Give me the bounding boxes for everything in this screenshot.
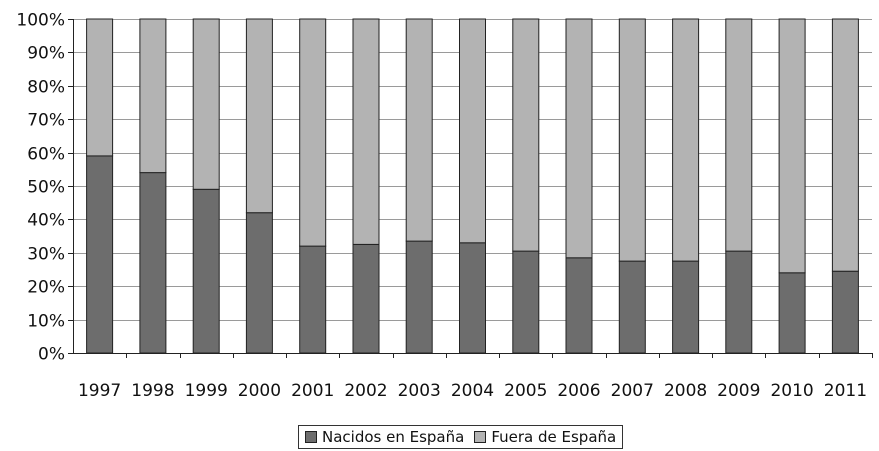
bar-nacidos <box>672 260 700 354</box>
y-tick-label: 0% <box>38 345 65 365</box>
bar-nacidos <box>778 272 806 354</box>
y-tick-label: 60% <box>27 145 65 165</box>
x-tick-label: 2003 <box>398 381 441 401</box>
bar-nacidos <box>565 257 593 354</box>
y-tick-label: 50% <box>27 178 65 198</box>
bar-fuera <box>192 18 220 190</box>
bar-nacidos <box>618 260 646 354</box>
x-tick-label: 1998 <box>131 381 174 401</box>
y-tick-label: 100% <box>16 11 65 31</box>
bar-nacidos <box>192 188 220 354</box>
bar-fuera <box>405 18 433 242</box>
bar-nacidos <box>245 212 273 354</box>
bar-nacidos <box>139 172 167 354</box>
legend-item-nacidos: Nacidos en España <box>305 428 464 446</box>
x-tick-label: 2000 <box>238 381 281 401</box>
x-tick-label: 2008 <box>664 381 707 401</box>
legend-label-fuera: Fuera de España <box>491 428 617 446</box>
bar-fuera <box>299 18 327 247</box>
bar-fuera <box>672 18 700 262</box>
x-tick-label: 1997 <box>78 381 121 401</box>
y-tick-label: 70% <box>27 111 65 131</box>
bar-fuera <box>831 18 859 272</box>
bar-nacidos <box>405 240 433 354</box>
y-tick-label: 30% <box>27 245 65 265</box>
bar-fuera <box>618 18 646 262</box>
bar-fuera <box>245 18 273 214</box>
bar-fuera <box>565 18 593 259</box>
legend: Nacidos en España Fuera de España <box>298 425 624 449</box>
bar-fuera <box>778 18 806 274</box>
y-tick-label: 80% <box>27 78 65 98</box>
bar-nacidos <box>725 250 753 354</box>
y-tick-label: 90% <box>27 44 65 64</box>
bar-nacidos <box>512 250 540 354</box>
y-tick-label: 40% <box>27 211 65 231</box>
bar-fuera <box>459 18 486 244</box>
legend-swatch-nacidos <box>305 431 317 443</box>
stacked-bar-chart: 0%10%20%30%40%50%60%70%80%90%100% 1997 19… <box>16 11 873 401</box>
x-tick-label: 2011 <box>824 381 867 401</box>
bar-fuera <box>86 18 114 157</box>
x-tick-label: 2009 <box>717 381 760 401</box>
x-tick-label: 2002 <box>344 381 387 401</box>
x-tick-label: 1999 <box>185 381 228 401</box>
legend-swatch-fuera <box>474 431 487 443</box>
bar-fuera <box>512 18 540 252</box>
axes <box>68 19 873 358</box>
x-tick-label: 2005 <box>504 381 547 401</box>
bar-nacidos <box>831 270 859 354</box>
y-tick-label: 20% <box>27 278 65 298</box>
y-tick-labels: 0% 10% 20% 30% 40% 50% 60% 70% 80% 90% 100% <box>16 11 65 365</box>
bar-nacidos <box>352 243 380 354</box>
bar-nacidos <box>86 155 114 354</box>
x-tick-label: 2006 <box>557 381 600 401</box>
legend-label-nacidos: Nacidos en España <box>322 428 465 446</box>
bar-fuera <box>352 18 380 245</box>
bar-nacidos <box>299 245 327 354</box>
legend-item-fuera: Fuera de España <box>474 428 616 446</box>
x-tick-label: 2001 <box>291 381 334 401</box>
x-tick-label: 2004 <box>451 381 494 401</box>
x-tick-labels: 1997 1998 1999 2000 2001 2002 2003 2004 2005 2006… <box>78 381 867 401</box>
bar-fuera <box>725 18 753 252</box>
x-tick-label: 2010 <box>770 381 813 401</box>
y-tick-label: 10% <box>27 312 65 332</box>
bar-fuera <box>139 18 167 174</box>
bars <box>86 18 859 354</box>
x-tick-label: 2007 <box>611 381 654 401</box>
bar-nacidos <box>459 242 486 354</box>
